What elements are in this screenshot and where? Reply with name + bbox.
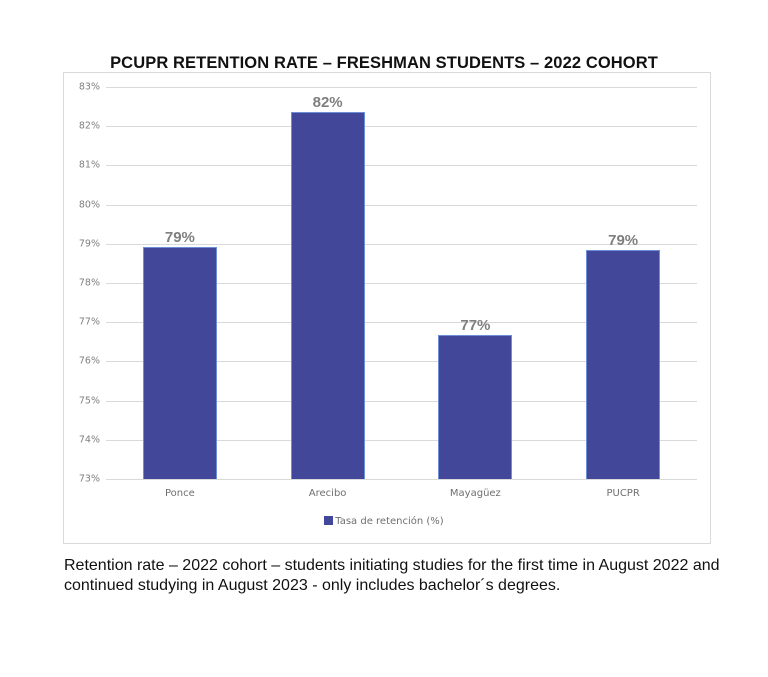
data-label: 82% [312,94,343,112]
y-tick-label: 80% [78,199,100,211]
x-tick-label: Ponce [164,488,195,499]
chart-frame [63,72,711,544]
gridline [106,165,697,167]
data-label: 77% [460,317,491,335]
gridline [106,439,697,441]
y-tick-label: 76% [78,355,100,367]
chart-title: PCUPR RETENTION RATE – FRESHMAN STUDENTS… [110,54,658,72]
gridline [106,87,697,88]
y-tick-label: 79% [78,238,100,250]
y-tick-label: 78% [78,277,100,289]
y-tick-label: 82% [78,120,100,132]
chart-caption: Retention rate – 2022 cohort – students … [64,557,720,594]
legend-label: Tasa de retención (%) [335,516,444,527]
gridline [106,479,697,480]
gridline [106,126,697,128]
x-tick-label: PUCPR [606,488,640,499]
gridline [106,361,697,363]
y-tick-label: 75% [78,395,100,407]
gridline [106,283,697,284]
y-tick-label: 77% [78,316,100,328]
plot-area: 79% 82% 77% 79% [106,87,697,480]
y-tick-label: 83% [78,81,100,93]
bar-ponce [142,246,217,479]
gridline [106,400,697,402]
gridline [106,243,697,245]
gridline [106,322,697,324]
y-tick-label: 73% [78,473,100,485]
legend: Tasa de retención (%) [0,516,768,527]
bar-pucpr [586,250,661,479]
data-label: 79% [164,228,195,246]
legend-swatch [324,516,334,525]
bar-arecibo [290,112,365,479]
x-tick-label: Arecibo [308,488,347,499]
data-label: 79% [608,232,639,250]
bar-mayagüez [438,335,513,479]
y-tick-label: 74% [78,434,100,446]
x-tick-label: Mayagüez [449,488,501,499]
y-tick-label: 81% [78,159,100,171]
gridline [106,204,697,206]
